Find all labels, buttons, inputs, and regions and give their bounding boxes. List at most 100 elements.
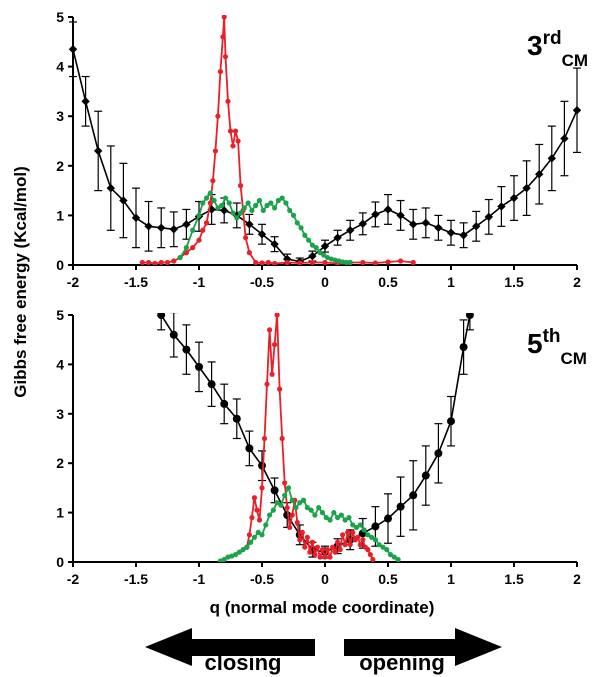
red-point [146,259,152,265]
y-tick-label: 1 [56,505,64,521]
x-tick-label: 2 [573,571,581,587]
green-point [255,529,261,535]
red-point [264,381,270,387]
red-point [215,113,221,119]
red-point [259,260,265,265]
panel-3rd-cm: 0 1 2 3 4 5 -2 -1.5 -1 -0.5 0 0.5 1 1.5 2 3rdCM [56,9,588,290]
red-point [332,549,338,555]
black-point [333,233,342,242]
red-point [220,34,226,40]
red-point [327,554,333,560]
black-point [106,183,115,193]
black-point [396,211,405,220]
black-point [396,502,405,511]
green-point [237,210,244,216]
plot-area [157,313,474,562]
green-point [259,532,265,538]
green-point [369,534,375,540]
x-tick-label: 0 [321,274,329,290]
red-point [164,259,171,265]
green-point [234,215,240,221]
red-point [212,148,218,154]
green-point [290,212,297,218]
x-tick-label: -0.5 [250,274,274,290]
red-point [365,547,371,553]
green-point [387,551,394,558]
red-point [222,54,229,60]
panel-label: 3rdCM [527,28,588,70]
closing-arrow [145,628,315,666]
x-tick-label: 0.5 [378,571,398,587]
red-point [309,259,315,265]
black-point [409,220,418,229]
red-point [322,259,328,265]
black-point [131,213,141,223]
green-point [365,532,371,538]
red-point [243,235,249,241]
green-point [285,485,292,491]
green-point [253,202,259,209]
green-point [222,195,229,201]
green-point [289,497,295,503]
black-point [182,345,191,354]
red-point [398,258,404,264]
plot-area [68,15,582,265]
red-point [246,532,252,538]
black-point [270,486,279,495]
opening-arrow [344,628,502,666]
x-tick-label: -1.5 [124,571,148,587]
red-point [287,524,293,531]
black-point [434,223,443,232]
black-point [207,380,216,389]
red-point [289,512,295,518]
green-point [244,544,250,550]
red-point [266,327,273,333]
red-point [307,549,313,555]
green-point [376,542,382,548]
series-red [139,15,416,265]
black-point [68,45,78,54]
green-point [278,502,284,508]
red-point [342,542,348,548]
green-point [274,500,280,506]
black-point [245,220,254,229]
red-point [367,551,373,558]
red-point [299,529,305,535]
red-point [261,435,268,442]
x-tick-label: -1 [193,274,206,290]
green-point [272,205,278,211]
green-point [282,492,288,498]
red-point [158,259,164,265]
panel-label-sup: th [543,326,561,347]
series-green [177,190,353,265]
green-point [200,200,206,206]
opening-label: opening [359,650,445,675]
series-green [217,485,401,562]
green-point [298,225,304,231]
green-point [256,197,263,204]
black-point [308,251,317,261]
green-point [279,195,285,201]
red-point [235,138,241,144]
x-tick-label: 0.5 [378,274,398,290]
y-tick-label: 0 [56,257,64,273]
red-point [370,556,376,562]
green-point [391,554,397,560]
black-point [169,225,178,234]
green-point [266,512,273,518]
red-point [360,259,366,265]
red-point [227,128,234,134]
red-point [324,547,331,553]
green-point [317,250,323,256]
black-point [258,461,266,470]
black-point [535,170,544,179]
green-point [215,205,221,211]
green-point [293,505,299,511]
red-point [279,435,285,442]
black-point [409,491,418,500]
black-point [421,218,430,228]
green-point [353,524,360,531]
green-point [240,547,246,553]
black-point [195,362,203,371]
green-point [304,505,310,511]
